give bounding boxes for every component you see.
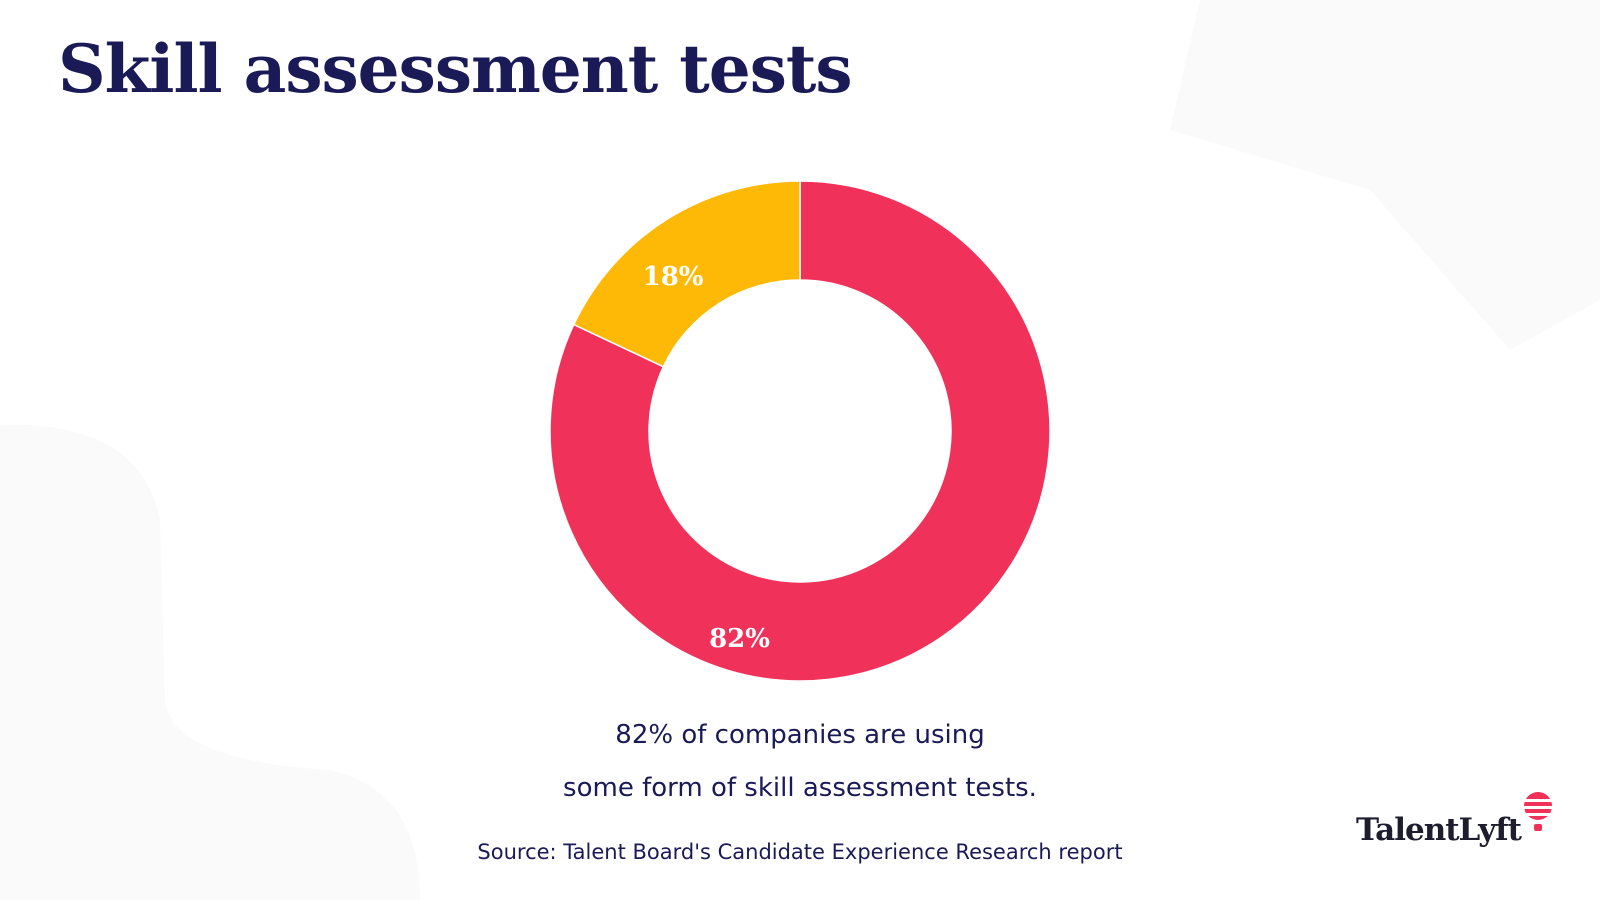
source-note: Source: Talent Board's Candidate Experie… — [477, 840, 1123, 864]
donut-slice-18 — [572, 180, 801, 368]
balloon-icon — [1523, 792, 1553, 831]
logo-text: TalentLyft — [1356, 812, 1522, 848]
caption-line-2: some form of skill assessment tests. — [563, 773, 1037, 803]
donut-slice-82 — [549, 180, 1051, 682]
slice-label: 82% — [709, 624, 770, 654]
caption-line-1: 82% of companies are using — [615, 720, 985, 750]
page-title: Skill assessment tests — [58, 30, 853, 108]
talentlyft-logo: TalentLyft — [1356, 790, 1556, 860]
slice-label: 18% — [643, 262, 704, 292]
